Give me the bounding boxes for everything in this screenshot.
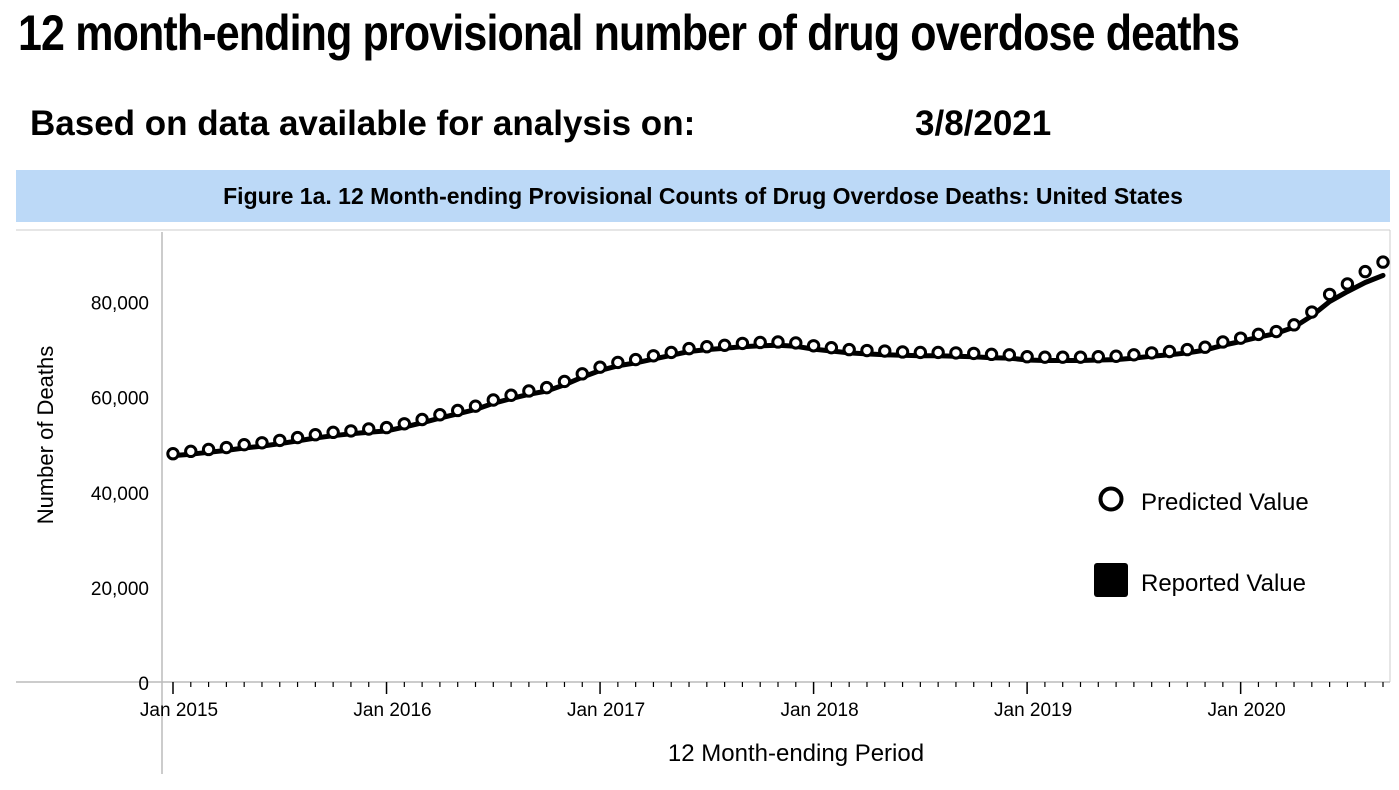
series-predicted-value bbox=[166, 255, 1390, 461]
predicted-value-point bbox=[771, 335, 785, 349]
legend-predicted-marker bbox=[1098, 486, 1124, 512]
x-tick-label: Jan 2020 bbox=[1208, 700, 1286, 721]
predicted-value-point bbox=[1216, 335, 1230, 349]
predicted-value-point bbox=[628, 352, 643, 367]
predicted-value-point bbox=[931, 345, 945, 360]
predicted-value-point bbox=[789, 336, 803, 350]
predicted-value-point bbox=[1287, 318, 1301, 332]
predicted-value-point bbox=[753, 335, 767, 350]
y-axis-ticks: 0 20,000 40,000 60,000 80,000 bbox=[91, 294, 149, 695]
predicted-value-point bbox=[860, 343, 874, 358]
y-tick-label: 40,000 bbox=[91, 484, 149, 505]
x-tick-label: Jan 2016 bbox=[353, 700, 431, 721]
legend-reported-marker bbox=[1094, 563, 1128, 597]
x-tick-label: Jan 2015 bbox=[140, 700, 218, 721]
predicted-value-point bbox=[1305, 305, 1319, 319]
predicted-value-point bbox=[433, 408, 447, 422]
predicted-value-point bbox=[1180, 342, 1194, 357]
predicted-value-point bbox=[700, 340, 714, 354]
predicted-value-point bbox=[1109, 349, 1123, 363]
predicted-value-point bbox=[984, 347, 999, 362]
predicted-value-point bbox=[878, 344, 892, 358]
predicted-value-point bbox=[1038, 350, 1052, 364]
predicted-value-point bbox=[219, 440, 234, 455]
predicted-value-point bbox=[1144, 346, 1159, 360]
predicted-value-point bbox=[611, 355, 625, 370]
predicted-value-point bbox=[1002, 348, 1017, 362]
predicted-value-point bbox=[397, 417, 412, 431]
predicted-value-point bbox=[451, 403, 465, 418]
predicted-value-point bbox=[717, 338, 732, 353]
predicted-value-point bbox=[1073, 350, 1088, 364]
data-basis-date: 3/8/2021 bbox=[915, 104, 1052, 143]
predicted-value-point bbox=[1251, 327, 1266, 342]
predicted-value-point bbox=[1162, 344, 1177, 359]
predicted-value-point bbox=[824, 340, 839, 355]
predicted-value-point bbox=[1376, 255, 1390, 269]
predicted-value-point bbox=[1056, 350, 1070, 364]
y-axis-label: Number of Deaths bbox=[33, 346, 58, 525]
predicted-value-point bbox=[895, 345, 910, 359]
predicted-value-point bbox=[326, 425, 340, 440]
x-axis-label: 12 Month-ending Period bbox=[668, 740, 924, 767]
predicted-value-point bbox=[255, 436, 269, 450]
legend-predicted-label: Predicted Value bbox=[1141, 489, 1309, 516]
predicted-value-point bbox=[308, 428, 323, 442]
predicted-value-point bbox=[1127, 348, 1141, 362]
x-axis-ticks: Jan 2015 Jan 2016 Jan 2017 Jan 2018 Jan 2019… bbox=[140, 682, 1384, 721]
predicted-value-point bbox=[468, 399, 483, 413]
predicted-value-point bbox=[379, 420, 394, 435]
predicted-value-point bbox=[664, 345, 678, 360]
predicted-value-point bbox=[575, 367, 589, 381]
predicted-value-point bbox=[1322, 287, 1337, 302]
y-tick-label: 0 bbox=[138, 674, 149, 695]
predicted-value-point bbox=[557, 374, 572, 389]
y-tick-label: 20,000 bbox=[91, 579, 149, 600]
predicted-value-point bbox=[539, 380, 554, 395]
predicted-value-point bbox=[415, 412, 429, 427]
predicted-value-point bbox=[682, 341, 696, 356]
predicted-value-point bbox=[949, 346, 963, 360]
predicted-value-point bbox=[486, 393, 500, 407]
figure-title-banner: Figure 1a. 12 Month-ending Provisional C… bbox=[16, 170, 1390, 222]
legend: Predicted Value Reported Value bbox=[1094, 486, 1309, 597]
predicted-value-point bbox=[1358, 264, 1372, 279]
predicted-value-point bbox=[842, 342, 856, 357]
predicted-value-point bbox=[1020, 350, 1034, 364]
legend-reported-label: Reported Value bbox=[1141, 570, 1306, 597]
predicted-value-point bbox=[504, 388, 518, 402]
data-basis-label: Based on data available for analysis on: bbox=[30, 104, 696, 143]
predicted-value-point bbox=[593, 360, 607, 374]
predicted-value-point bbox=[735, 336, 750, 351]
predicted-value-point bbox=[184, 444, 198, 459]
x-tick-label: Jan 2019 bbox=[994, 700, 1072, 721]
predicted-value-point bbox=[237, 437, 251, 452]
predicted-value-point bbox=[967, 346, 981, 361]
predicted-value-point bbox=[290, 430, 305, 445]
predicted-value-point bbox=[1233, 331, 1248, 345]
predicted-value-point bbox=[522, 384, 536, 398]
predicted-value-point bbox=[913, 345, 928, 360]
page-title: 12 month-ending provisional number of dr… bbox=[18, 5, 1240, 61]
y-tick-label: 60,000 bbox=[91, 389, 149, 410]
predicted-value-point bbox=[362, 422, 376, 436]
predicted-value-point bbox=[273, 433, 287, 448]
predicted-value-point bbox=[806, 339, 821, 353]
predicted-value-point bbox=[1269, 324, 1283, 339]
predicted-value-point bbox=[201, 442, 216, 457]
predicted-value-point bbox=[344, 424, 358, 438]
predicted-value-point bbox=[166, 447, 180, 461]
figure-title: Figure 1a. 12 Month-ending Provisional C… bbox=[223, 182, 1183, 209]
predicted-value-point bbox=[1340, 277, 1355, 291]
x-tick-label: Jan 2017 bbox=[567, 700, 645, 721]
y-tick-label: 80,000 bbox=[91, 294, 149, 315]
plot-frame bbox=[16, 229, 1391, 774]
predicted-value-point bbox=[1198, 340, 1212, 354]
x-tick-label: Jan 2018 bbox=[780, 700, 858, 721]
predicted-value-point bbox=[1091, 350, 1105, 364]
predicted-value-point bbox=[646, 349, 661, 363]
